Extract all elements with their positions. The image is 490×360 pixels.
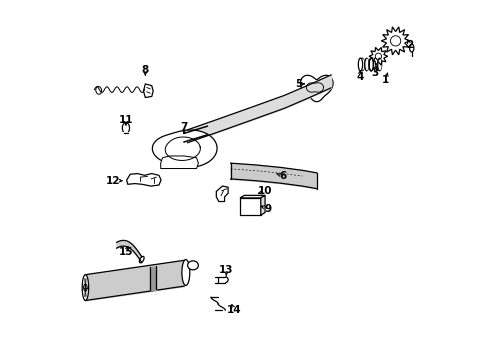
Text: 2: 2 bbox=[406, 40, 414, 50]
Polygon shape bbox=[161, 156, 198, 168]
Text: 11: 11 bbox=[119, 115, 133, 125]
Text: 6: 6 bbox=[279, 171, 286, 181]
Ellipse shape bbox=[369, 58, 373, 71]
Text: 4: 4 bbox=[356, 72, 364, 82]
Ellipse shape bbox=[182, 260, 190, 285]
Polygon shape bbox=[261, 195, 265, 215]
Text: 8: 8 bbox=[142, 64, 149, 75]
Ellipse shape bbox=[358, 58, 363, 71]
Ellipse shape bbox=[139, 256, 144, 263]
Text: 3: 3 bbox=[371, 68, 378, 78]
Ellipse shape bbox=[188, 261, 198, 270]
Polygon shape bbox=[240, 195, 265, 198]
Ellipse shape bbox=[84, 284, 87, 291]
Polygon shape bbox=[152, 130, 217, 167]
Text: 9: 9 bbox=[265, 204, 272, 214]
Polygon shape bbox=[369, 48, 388, 65]
Ellipse shape bbox=[410, 44, 414, 52]
Text: 1: 1 bbox=[382, 75, 389, 85]
Ellipse shape bbox=[82, 275, 89, 301]
Text: 15: 15 bbox=[119, 247, 133, 257]
Ellipse shape bbox=[96, 86, 101, 94]
Polygon shape bbox=[144, 84, 153, 98]
Text: 12: 12 bbox=[106, 176, 120, 186]
Polygon shape bbox=[300, 75, 333, 102]
Polygon shape bbox=[216, 186, 228, 202]
Polygon shape bbox=[381, 27, 410, 55]
Text: 14: 14 bbox=[227, 305, 242, 315]
Circle shape bbox=[391, 36, 401, 46]
Text: 7: 7 bbox=[180, 122, 188, 132]
Circle shape bbox=[375, 53, 382, 59]
Text: 10: 10 bbox=[257, 186, 272, 197]
Polygon shape bbox=[126, 174, 161, 186]
Text: 5: 5 bbox=[295, 79, 302, 89]
FancyBboxPatch shape bbox=[240, 198, 261, 215]
Text: 13: 13 bbox=[219, 265, 234, 275]
